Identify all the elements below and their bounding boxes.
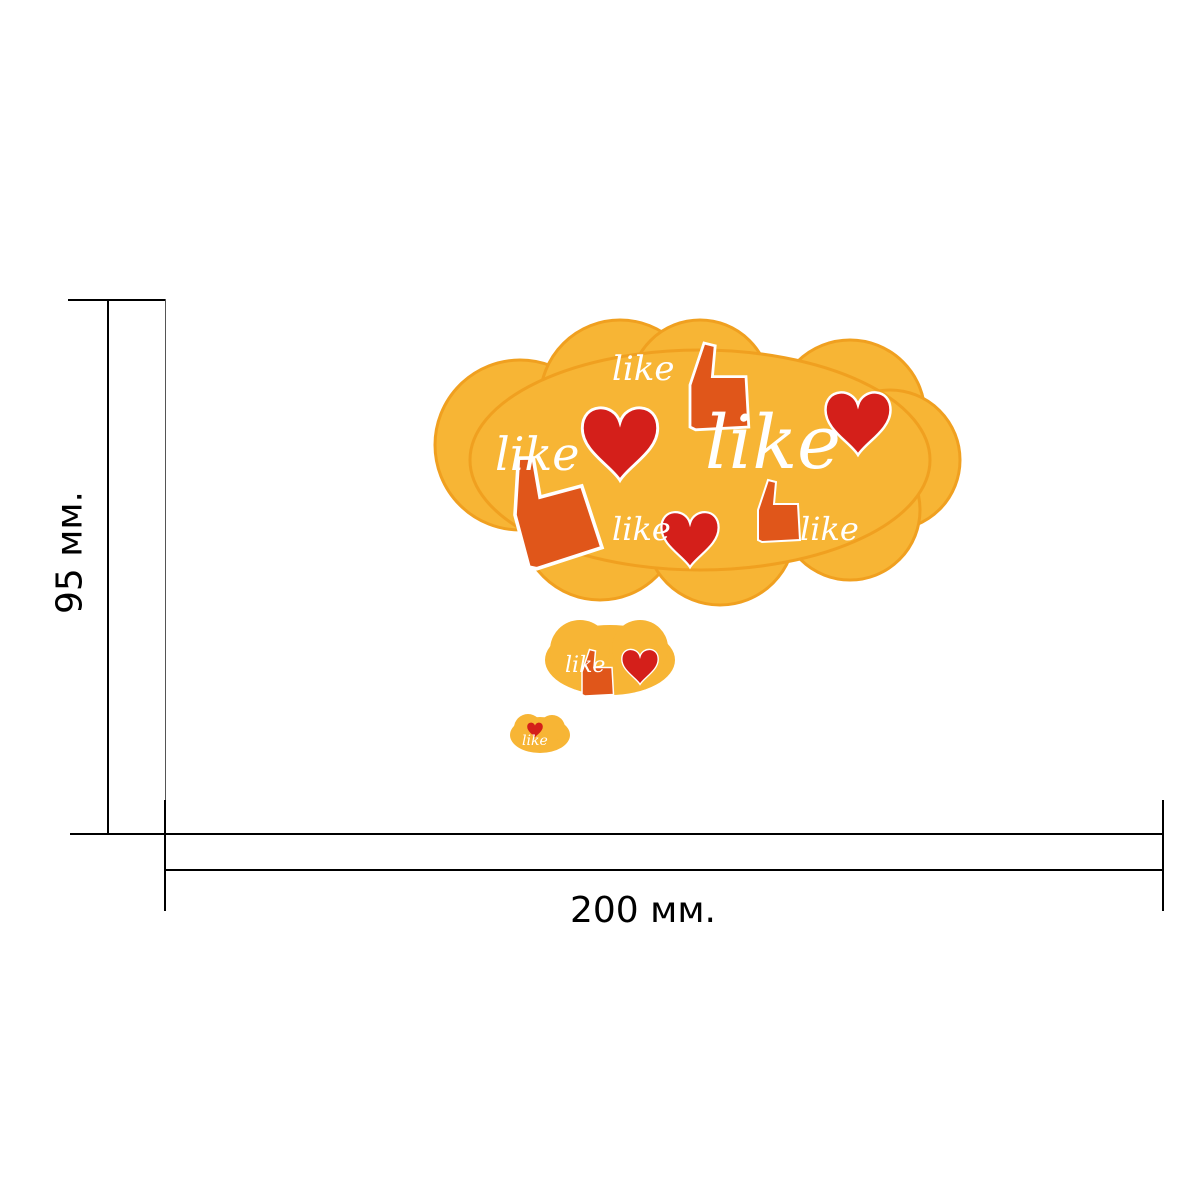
width-extension-line xyxy=(70,833,1164,835)
width-dimension-line xyxy=(165,869,1164,871)
medium-cloud: like xyxy=(545,620,675,697)
small-cloud: like xyxy=(510,714,570,753)
width-left-tick xyxy=(164,800,166,911)
image-left-edge xyxy=(165,299,166,834)
width-label: 200 мм. xyxy=(570,890,716,931)
width-right-tick xyxy=(1162,800,1164,911)
like-lettering: like xyxy=(522,733,548,749)
height-top-tick xyxy=(68,299,166,301)
height-dimension-line xyxy=(107,299,109,834)
like-lettering: like xyxy=(565,653,605,678)
like-lettering: like xyxy=(612,510,671,548)
like-lettering: like xyxy=(705,400,841,486)
like-lettering: like xyxy=(495,427,580,481)
like-lettering: like xyxy=(612,349,674,389)
like-lettering: like xyxy=(800,510,859,548)
